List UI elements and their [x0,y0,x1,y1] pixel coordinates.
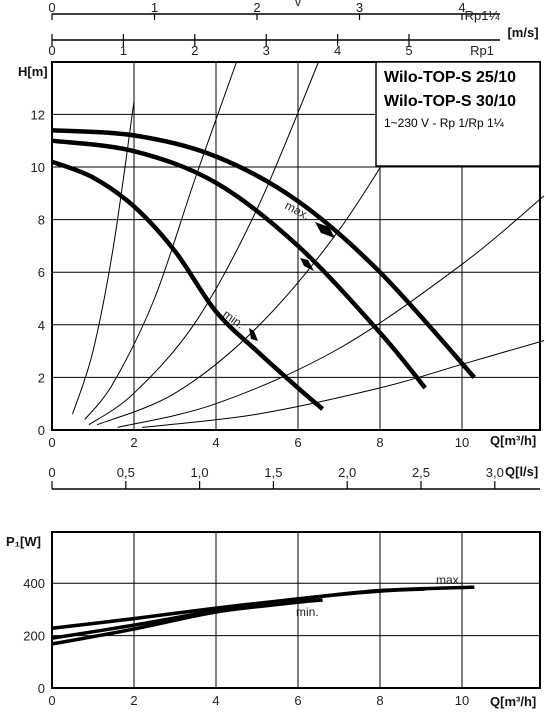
head-y-tick: 10 [31,160,45,175]
head-curve-1 [51,138,427,390]
power-max-label: max. [436,573,462,587]
rp114-tick: 2 [253,0,260,15]
head-y-tick: 12 [31,107,45,122]
rp1-tick: 1 [120,43,127,58]
power-chart: 0 2 4 6 8 10 0 200 400 P₁[W] Q[m³/h] max. min. [6,531,541,709]
power-curve-1 [51,587,426,640]
rp1-tick: 3 [263,43,270,58]
velocity-unit: [m/s] [507,25,538,40]
rp114-label: Rp1¼ [465,8,500,23]
power-curve-2 [51,598,323,646]
system-curve [72,101,135,415]
power-x-tick: 2 [130,693,137,708]
ls-tick: 1,5 [264,465,282,480]
head-x-tick: 8 [376,435,383,450]
ls-tick: 2,5 [412,465,430,480]
ls-tick: 2,0 [338,465,356,480]
max-marker [315,222,335,238]
rp114-tick: 0 [48,0,55,15]
head-x-tick: 10 [455,435,469,450]
legend: Wilo-TOP-S 25/10 Wilo-TOP-S 30/10 1~230 … [375,61,541,167]
power-y-tick: 200 [23,629,45,644]
system-curve [84,61,237,420]
ls-tick: 0,5 [117,465,135,480]
ls-axis-label: Q[l/s] [505,464,538,479]
head-y-tick: 6 [38,265,45,280]
system-curve [142,340,545,428]
power-x-tick: 6 [294,693,301,708]
power-y-tick: 400 [23,576,45,591]
top-axis-rp114: v Rp1¼ 0 1 2 3 4 [48,0,500,23]
power-flow-axis-label: Q[m³/h] [490,694,536,709]
rp1-tick: 2 [191,43,198,58]
system-curve [88,61,319,426]
head-y-tick: 8 [38,213,45,228]
flow-axis-label: Q[m³/h] [490,433,536,448]
ls-tick: 1,0 [191,465,209,480]
power-min-label: min. [296,605,319,619]
power-x-tick: 0 [48,693,55,708]
head-x-tick: 4 [212,435,219,450]
mid-marker [300,258,314,271]
legend-title-2: Wilo-TOP-S 30/10 [384,93,516,110]
ls-axis: Q[l/s] 0 0,5 1,0 1,5 2,0 2,5 3,0 [48,464,540,490]
legend-subtitle: 1~230 V - Rp 1/Rp 1¼ [384,116,505,130]
rp1-tick: 5 [405,43,412,58]
top-axis-rp1: [m/s] Rp1 0 1 2 3 4 5 [48,25,538,58]
rp114-tick: 3 [356,0,363,15]
head-y-tick: 4 [38,318,45,333]
rp1-label: Rp1 [470,43,494,58]
legend-title-1: Wilo-TOP-S 25/10 [384,69,516,86]
rp1-tick: 4 [334,43,341,58]
min-marker [249,328,258,341]
system-curve [96,114,414,426]
head-y-tick: 2 [38,370,45,385]
rp114-tick: 1 [151,0,158,15]
velocity-label: v [295,0,302,9]
power-x-tick: 8 [376,693,383,708]
head-y-tick: 0 [38,423,45,438]
head-axis-label: H[m] [18,64,48,79]
system-curve [117,195,545,428]
power-axis-label: P₁[W] [6,534,41,549]
rp114-tick: 4 [458,0,465,15]
head-curve-0 [51,127,476,379]
head-curve-2 [51,159,325,411]
head-x-tick: 6 [294,435,301,450]
power-x-tick: 10 [455,693,469,708]
ls-tick: 3,0 [486,465,504,480]
head-x-tick: 0 [48,435,55,450]
power-x-tick: 4 [212,693,219,708]
ls-tick: 0 [48,465,55,480]
head-x-tick: 2 [130,435,137,450]
rp1-tick: 0 [48,43,55,58]
power-y-tick: 0 [38,681,45,696]
